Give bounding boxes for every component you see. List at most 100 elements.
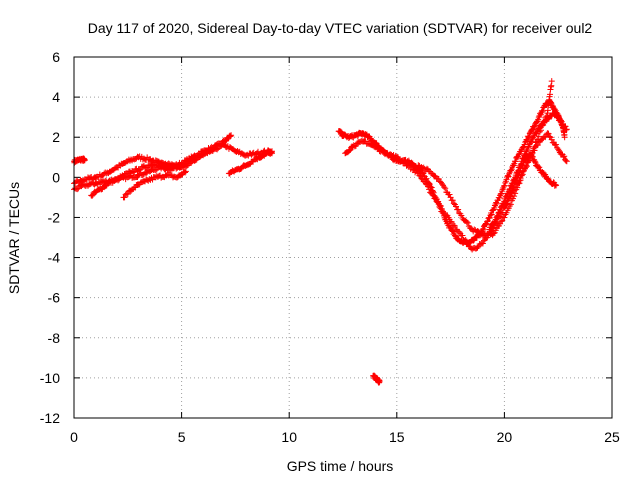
x-tick-label: 10 (281, 429, 297, 445)
data-point (455, 206, 462, 213)
data-point (494, 212, 501, 219)
data-point (486, 215, 493, 222)
x-tick-label: 5 (178, 429, 186, 445)
data-point (268, 148, 275, 155)
data-point (503, 209, 510, 216)
data-point (536, 112, 543, 119)
chart-title: Day 117 of 2020, Sidereal Day-to-day VTE… (88, 20, 593, 36)
data-point (228, 132, 235, 139)
data-point (540, 170, 547, 177)
data-point (531, 147, 538, 154)
data-point (464, 219, 471, 226)
data-point (497, 191, 504, 198)
y-tick-label: -8 (48, 330, 61, 346)
data-point (431, 172, 438, 179)
data-point (516, 180, 523, 187)
data-point (532, 159, 539, 166)
data-point (438, 180, 445, 187)
data-point (488, 211, 495, 218)
data-point (414, 169, 421, 176)
data-point (503, 200, 510, 207)
data-point (534, 128, 541, 135)
data-point (449, 197, 456, 204)
data-point (379, 147, 386, 154)
data-point (548, 136, 555, 143)
data-point (450, 222, 457, 229)
data-point (498, 218, 505, 225)
x-tick-label: 15 (389, 429, 405, 445)
data-point (501, 182, 508, 189)
data-point (515, 180, 522, 187)
data-point (441, 209, 448, 216)
data-point (483, 221, 490, 228)
data-point (539, 108, 546, 115)
data-point (561, 134, 568, 141)
data-point (553, 182, 560, 189)
data-point (503, 201, 510, 208)
data-point (508, 167, 515, 174)
data-point (496, 209, 503, 216)
y-tick-label: 0 (52, 169, 60, 185)
y-tick-label: -4 (48, 250, 61, 266)
data-point (534, 142, 541, 149)
y-tick-labels: -12 -10 -8 -6 -4 -2 0 2 4 6 (40, 49, 60, 426)
data-point (458, 212, 465, 219)
data-point (436, 202, 443, 209)
y-tick-label: -12 (40, 410, 60, 426)
data-point (418, 175, 425, 182)
data-point (484, 218, 491, 225)
data-point (124, 191, 131, 198)
data-point (558, 118, 565, 125)
data-point (475, 228, 482, 235)
data-point (499, 186, 506, 193)
data-point (512, 158, 519, 165)
data-point (512, 178, 519, 185)
data-point (193, 156, 200, 163)
data-point (490, 230, 497, 237)
data-points (71, 78, 570, 386)
data-point (360, 130, 367, 137)
data-point (462, 237, 469, 244)
data-point (506, 193, 513, 200)
data-point (548, 78, 555, 85)
data-point (515, 151, 522, 158)
data-point (227, 133, 234, 140)
data-point (136, 167, 143, 174)
data-point (522, 156, 529, 163)
data-point (74, 186, 81, 193)
data-point (468, 225, 475, 232)
data-point (459, 232, 466, 239)
data-point (545, 130, 552, 137)
data-point (516, 169, 523, 176)
data-point (420, 164, 427, 171)
data-point (525, 144, 532, 151)
plot-frame (73, 56, 613, 419)
data-point (536, 164, 543, 171)
data-point (192, 157, 199, 164)
x-tick-label: 20 (497, 429, 513, 445)
data-point (507, 190, 514, 197)
data-point (563, 158, 570, 165)
data-point (463, 218, 470, 225)
data-point (562, 123, 569, 130)
data-point (121, 194, 128, 201)
data-point (429, 191, 436, 198)
data-point (519, 144, 526, 151)
data-point (81, 157, 88, 164)
data-point (542, 134, 549, 141)
y-tick-label: -10 (40, 370, 60, 386)
data-point (451, 222, 458, 229)
data-point (496, 195, 503, 202)
data-point (531, 123, 538, 130)
data-point (376, 378, 383, 385)
data-point (432, 195, 439, 202)
data-point (143, 170, 150, 177)
data-point (529, 135, 536, 142)
x-tick-labels: 0 5 10 15 20 25 (70, 429, 620, 445)
data-point (504, 174, 511, 181)
data-point (375, 144, 382, 151)
data-point (553, 141, 560, 148)
y-tick-label: 6 (52, 49, 60, 65)
